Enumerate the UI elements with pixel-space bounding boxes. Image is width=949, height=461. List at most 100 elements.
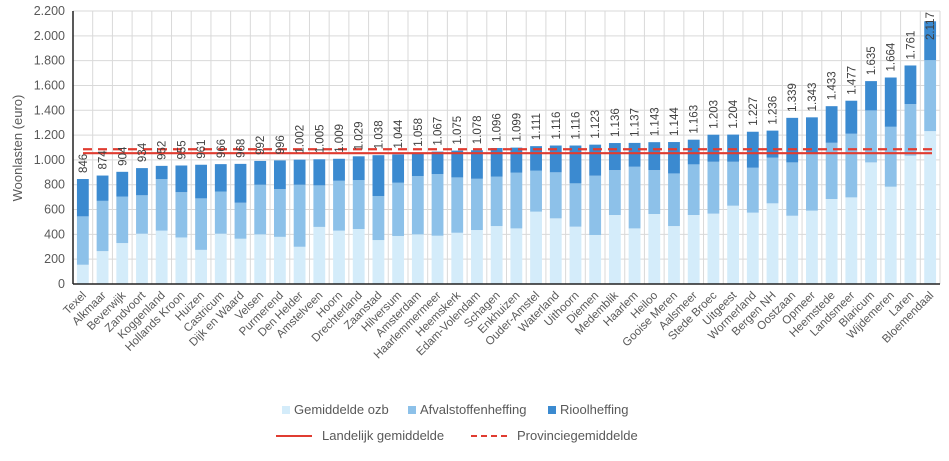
bar-ozb (96, 251, 109, 284)
data-label-total: 904 (117, 146, 129, 166)
data-label-total: 1.044 (393, 119, 405, 148)
bar-ozb (136, 233, 148, 284)
bar-afval (471, 178, 483, 231)
data-label-total: 966 (216, 139, 228, 158)
legend-provincie: Provinciegemiddelde (471, 428, 638, 443)
stacked-bar-chart: 0 200 400 600 800 1.000 1.200 1.400 1.600 1.800 2.… (10, 4, 941, 361)
bar-riool (549, 145, 562, 173)
bar-afval (333, 180, 345, 231)
y-tick-label: 800 (44, 178, 65, 192)
data-labels: 846 874 904 934 952 955 961 966 968 992 996 1.002 1.… (78, 12, 937, 173)
data-label-total: 1.204 (728, 99, 740, 128)
bar-ozb (333, 230, 345, 284)
bar-ozb (549, 218, 562, 284)
bar-afval (451, 177, 464, 233)
legend-swatch-riool (548, 405, 556, 414)
data-label-total: 961 (196, 140, 208, 159)
y-tick-label: 2.200 (34, 4, 65, 18)
data-label-total: 1.111 (531, 113, 543, 140)
data-label-total: 1.009 (334, 124, 346, 153)
data-label-total: 1.433 (827, 71, 839, 100)
bar-afval (411, 176, 424, 235)
data-label-total: 1.002 (295, 125, 307, 154)
bar-afval (628, 166, 641, 229)
bar-afval (254, 184, 267, 235)
bar-riool (825, 106, 838, 143)
bar-riool (273, 160, 286, 190)
bar-ozb (746, 212, 759, 284)
data-label-total: 996 (275, 135, 287, 154)
bar-riool (589, 144, 602, 176)
bar-ozb (352, 229, 365, 284)
bar-ozb (569, 226, 582, 284)
bar-riool (648, 142, 661, 171)
data-label-total: 1.163 (689, 105, 701, 134)
data-label-total: 1.635 (866, 46, 878, 75)
y-tick-label: 2.000 (34, 29, 65, 43)
bar-afval (707, 161, 720, 214)
data-label-total: 1.144 (669, 107, 681, 136)
bar-afval (175, 192, 188, 238)
bar-ozb (884, 186, 897, 284)
data-label-total: 1.339 (787, 83, 799, 112)
data-label-total: 1.038 (373, 120, 385, 149)
bar-riool (786, 117, 799, 163)
bar-afval (608, 170, 621, 216)
bar-ozb (530, 211, 542, 284)
bar-ozb (155, 230, 168, 284)
bar-ozb (865, 162, 877, 284)
bar-ozb (628, 228, 641, 284)
y-tick-label: 1.000 (34, 153, 65, 167)
legend-landelijk: Landelijk gemiddelde (276, 428, 444, 443)
legend-swatch-afval (408, 405, 416, 414)
bar-ozb (471, 230, 483, 284)
bar-afval (845, 133, 858, 198)
bar-riool (628, 142, 641, 167)
bar-afval (924, 60, 937, 132)
bar-ozb (293, 246, 306, 284)
bar-afval (569, 183, 582, 227)
data-label-total: 968 (235, 139, 247, 158)
data-label-total: 1.029 (354, 122, 366, 151)
bar-ozb (313, 226, 326, 284)
bar-ozb (116, 243, 129, 284)
bar-riool (175, 165, 188, 193)
data-label-total: 846 (78, 154, 90, 173)
bar-afval (273, 189, 286, 237)
bar-afval (746, 167, 759, 213)
bar-riool (214, 164, 227, 192)
legend-swatch-ozb (282, 405, 290, 414)
y-axis-label: Woonlasten (euro) (10, 95, 25, 202)
bar-riool (746, 131, 759, 168)
legend-label-provincie: Provinciegemiddelde (517, 428, 638, 443)
bar-afval (136, 195, 148, 234)
bar-riool (490, 147, 503, 177)
data-label-total: 1.123 (590, 110, 602, 139)
bar-riool (766, 130, 779, 158)
bars (76, 21, 937, 284)
bar-ozb (234, 238, 247, 284)
bar-afval (214, 191, 227, 234)
legend-riool: Rioolheffing (548, 402, 628, 417)
bar-afval (825, 142, 838, 199)
bar-afval (76, 216, 89, 265)
bar-afval (530, 170, 542, 212)
bar-ozb (766, 203, 779, 284)
bar-afval (648, 170, 661, 215)
bar-afval (372, 196, 385, 241)
bar-ozb (411, 234, 424, 284)
bar-afval (490, 176, 503, 227)
bar-ozb (254, 234, 267, 284)
legend-line-solid (276, 434, 312, 437)
bar-afval (786, 162, 799, 216)
bar-afval (116, 196, 129, 244)
bar-afval (293, 184, 306, 247)
bar-riool (136, 168, 148, 196)
data-label-total: 1.116 (551, 112, 563, 140)
legend-label-afval: Afvalstoffenheffing (420, 402, 527, 417)
bar-riool (510, 147, 523, 173)
bar-riool (845, 100, 858, 134)
y-tick-label: 1.800 (34, 54, 65, 68)
data-label-total: 1.143 (649, 107, 661, 136)
data-label-total: 1.005 (314, 125, 326, 154)
